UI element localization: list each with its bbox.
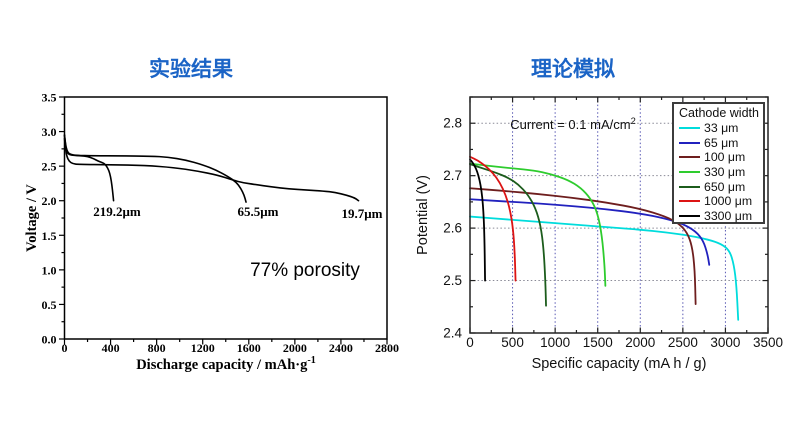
legend-item: 3300 μm [679,209,759,224]
svg-text:0: 0 [62,341,68,355]
series-line-330μm [469,162,607,287]
left-plot-svg: 0 400 800 1200 1600 2000 2400 2800 0.0 0.5 1.0 1.5 2… [24,91,400,374]
series-line-219.2μm [63,134,115,202]
legend-item: 650 μm [679,179,759,194]
legend-line-swatch [679,141,700,144]
legend-item-label: 3300 μm [704,208,753,223]
series-line-65μm [469,198,711,266]
legend-item-label: 33 μm [704,121,739,136]
annotation: Current = 0.1 mA/cm2 [510,116,635,132]
legend-box: Cathode width 33 μm 65 μm 100 μm 330 μm 650 … [672,102,765,224]
svg-text:2.8: 2.8 [443,116,462,131]
svg-text:2.4: 2.4 [443,326,462,341]
svg-text:2.7: 2.7 [443,168,462,183]
legend-line-swatch [679,156,700,159]
svg-text:400: 400 [102,341,120,355]
left-chart-title: 实验结果 [149,58,233,81]
svg-text:500: 500 [501,335,524,350]
svg-text:3.0: 3.0 [42,125,57,139]
series-line-65.5μm [63,134,247,203]
svg-text:3.5: 3.5 [42,91,57,105]
svg-text:1.0: 1.0 [42,263,57,277]
annotation: 65.5μm [238,204,279,219]
svg-text:2.5: 2.5 [443,273,462,288]
legend-line-swatch [679,214,700,217]
svg-text:1.5: 1.5 [42,229,57,243]
legend-item: 100 μm [679,150,759,165]
series-line-1000μm [469,155,517,282]
annotation: 19.7μm [342,206,383,221]
legend-item-label: 65 μm [704,135,739,150]
legend-title: Cathode width [679,106,759,120]
svg-text:800: 800 [148,341,166,355]
svg-text:2000: 2000 [625,335,655,350]
legend-line-swatch [679,185,700,188]
x-axis-label: Discharge capacity / mAh·g-1 [136,355,316,373]
svg-text:0.5: 0.5 [42,298,57,312]
legend-line-swatch [679,171,700,174]
y-axis-label: Voltage / V [24,184,40,252]
svg-text:1600: 1600 [237,341,261,355]
legend-item: 65 μm [679,136,759,151]
theoretical-simulation-chart: 理论模拟 0 500 1000 1500 2000 2500 3000 3500 2.4 2.5 2… [400,0,800,430]
svg-text:1000: 1000 [540,335,570,350]
svg-text:2500: 2500 [668,335,698,350]
series-line-650μm [469,163,547,307]
svg-text:3000: 3000 [710,335,740,350]
axis-ticks [469,96,769,334]
series-line-19.7μm [63,137,360,202]
annotation: 77% porosity [250,260,360,281]
svg-text:1500: 1500 [583,335,613,350]
legend-item-label: 1000 μm [704,194,753,209]
svg-text:0.0: 0.0 [42,333,57,347]
svg-text:3500: 3500 [753,335,783,350]
svg-text:1200: 1200 [191,341,215,355]
svg-text:2800: 2800 [375,341,399,355]
y-axis-label: Potential (V) [415,175,431,255]
svg-text:0: 0 [466,335,474,350]
legend-item: 330 μm [679,165,759,180]
svg-text:2.5: 2.5 [42,160,57,174]
tick-labels: 0 500 1000 1500 2000 2500 3000 3500 2.4 2.5 2.6 2.7… [443,116,783,350]
x-axis-label: Specific capacity (mA h / g) [532,356,707,372]
legend-item-label: 100 μm [704,150,746,165]
legend-item: 33 μm [679,121,759,136]
svg-text:2.6: 2.6 [443,221,462,236]
svg-text:2400: 2400 [329,341,353,355]
legend-line-swatch [679,127,700,130]
experimental-results-chart: 实验结果 0 400 800 1200 1600 2000 2400 2800 0.0 0.5 1.… [24,58,400,374]
legend-item-label: 650 μm [704,179,746,194]
series-line-3300μm [469,158,486,282]
svg-text:2000: 2000 [283,341,307,355]
legend-line-swatch [679,200,700,203]
annotation: 219.2μm [93,204,141,219]
series-line-100μm [469,187,697,306]
svg-text:2.0: 2.0 [42,194,57,208]
legend-item-label: 330 μm [704,165,746,180]
series-line-33μm [469,215,740,321]
tick-labels: 0 400 800 1200 1600 2000 2400 2800 0.0 0.5 1.0 1.5 2… [42,91,400,356]
right-chart-title: 理论模拟 [531,58,615,81]
axis-ticks [59,96,388,345]
legend-item: 1000 μm [679,194,759,209]
